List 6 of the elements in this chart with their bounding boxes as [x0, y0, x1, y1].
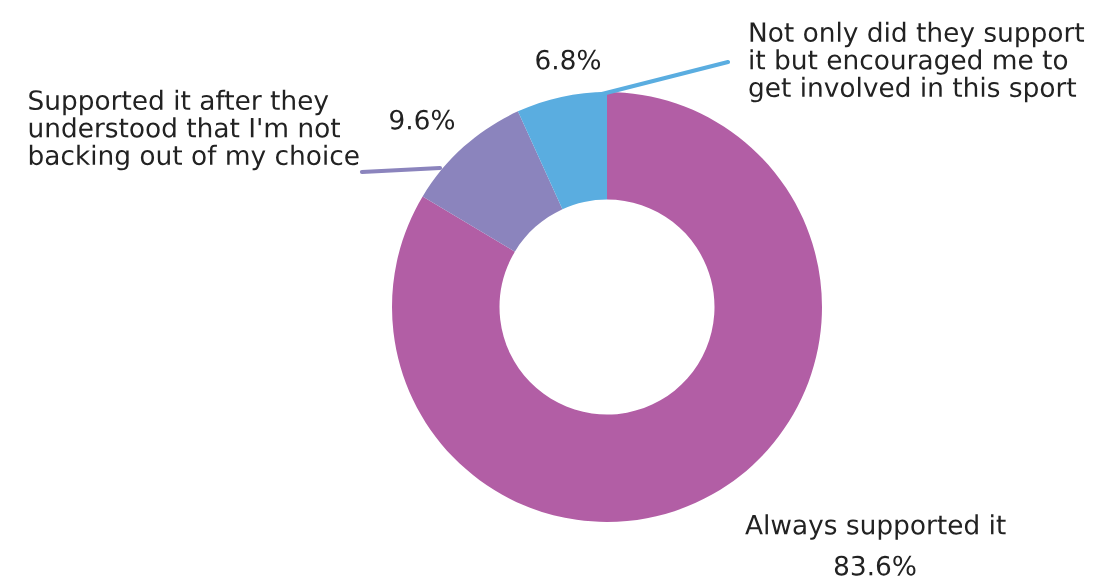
- data-label: 6.8%: [536, 49, 601, 70]
- slice-label: Supported it after they understood that I'm not backing out of my choice: [29, 89, 359, 171]
- slice-label: Not only did they support it but encouraged me to get involved in this sport: [749, 21, 1085, 103]
- data-label: 83.6%: [834, 555, 916, 576]
- data-label: 9.6%: [390, 109, 455, 130]
- slice-label: Always supported it: [745, 514, 1006, 540]
